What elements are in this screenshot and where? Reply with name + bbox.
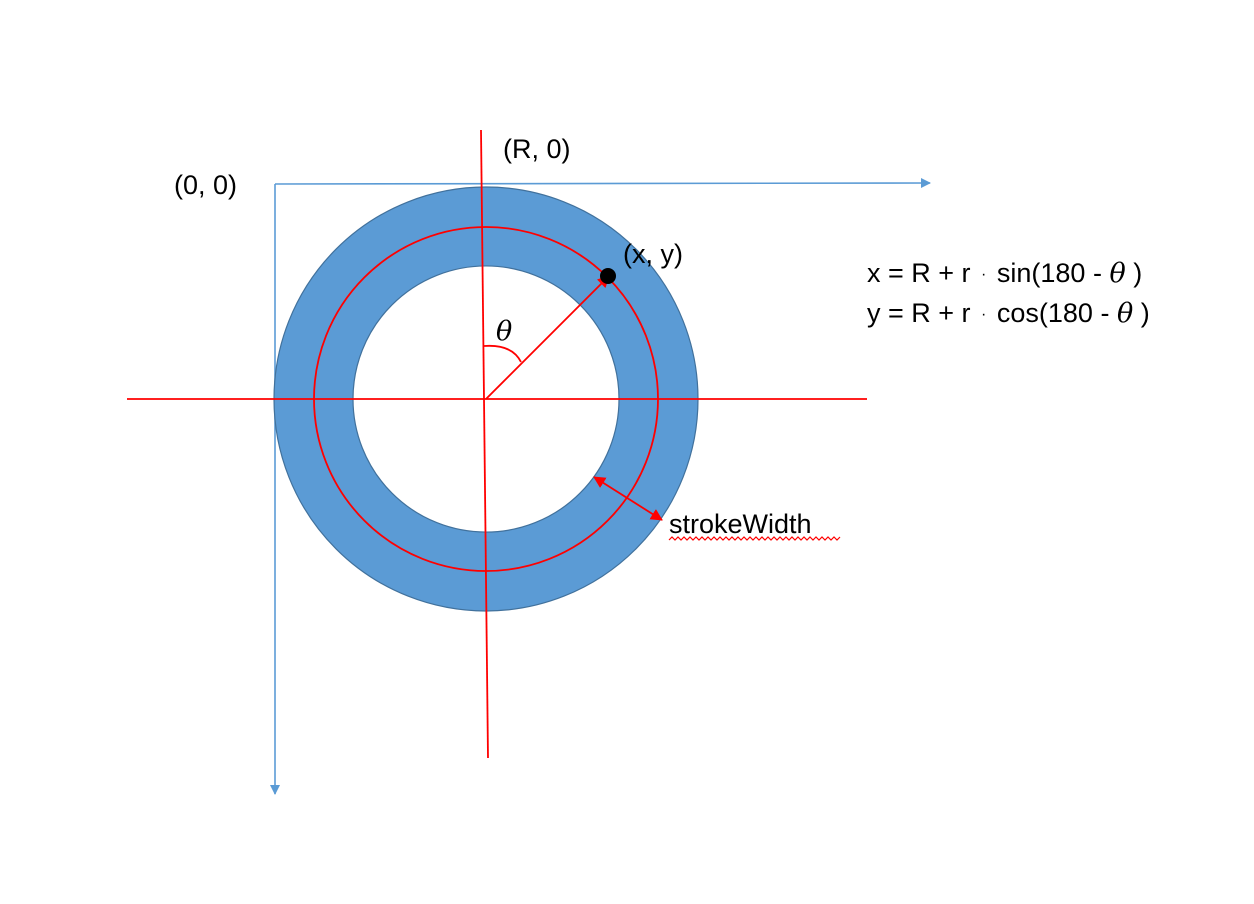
point-marker [600,268,616,284]
formula-x-dot: · [981,266,986,283]
formula-x-close: ) [1133,258,1142,288]
point-label: (x, y) [623,239,683,269]
formula-x-theta: θ [1109,258,1125,289]
formula-y-dot: · [981,306,986,323]
top-point-label: (R, 0) [503,134,571,164]
radius-arrow [485,275,610,400]
stroke-width-arrow [593,476,663,521]
formula-x: x = R + r · sin(180 - θ ) [867,255,1142,289]
formula-y: y = R + r · cos(180 - θ ) [867,295,1150,329]
formula-y-prefix: y = R + r [867,298,971,328]
formula-x-func: sin(180 - [997,258,1110,288]
vertical-center-line [480,129,489,759]
origin-label: (0, 0) [174,170,237,200]
spellcheck-underline [668,536,841,541]
formula-y-func: cos(180 - [997,298,1117,328]
angle-label: θ [496,316,512,347]
x-axis-arrow [274,178,931,189]
angle-arc [483,344,522,363]
stroke-width-label: strokeWidth [669,509,812,539]
formula-y-close: ) [1141,298,1150,328]
formula-y-theta: θ [1117,298,1133,329]
formula-x-prefix: x = R + r [867,258,971,288]
